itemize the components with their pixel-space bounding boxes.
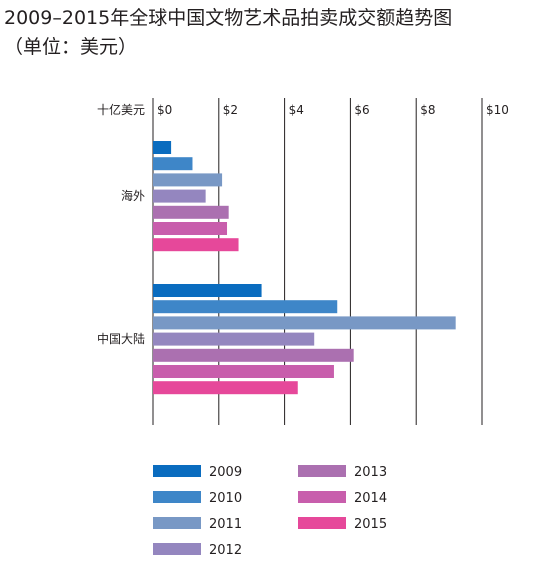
- x-tick-label: $0: [157, 103, 172, 117]
- bar-海外-2012: [153, 189, 206, 203]
- bar-海外-2011: [153, 173, 223, 187]
- bar-中国大陆-2011: [153, 316, 456, 330]
- chart-title-line-1: 2009–2015年全球中国文物艺术品拍卖成交额趋势图: [4, 7, 453, 29]
- bar-中国大陆-2013: [153, 348, 354, 362]
- x-tick-label: $2: [223, 103, 238, 117]
- category-label: 海外: [121, 188, 145, 203]
- bar-海外-2009: [153, 141, 172, 154]
- chart-title-line-2: （单位：美元）: [4, 36, 138, 58]
- legend-swatch-2009: [153, 465, 201, 477]
- bar-海外-2010: [153, 157, 193, 171]
- category-label: 中国大陆: [97, 331, 145, 346]
- legend-swatch-2014: [298, 491, 346, 503]
- legend-label: 2009: [209, 465, 242, 480]
- x-tick-label: $6: [354, 103, 369, 117]
- x-tick-label: $10: [486, 103, 509, 117]
- bar-海外-2014: [153, 222, 228, 235]
- x-tick-label: $8: [420, 103, 435, 117]
- legend-label: 2015: [354, 517, 387, 532]
- bar-中国大陆-2012: [153, 332, 315, 346]
- bar-中国大陆-2009: [153, 284, 262, 297]
- legend-label: 2014: [354, 491, 387, 506]
- legend-label: 2012: [209, 543, 242, 558]
- legend-swatch-2010: [153, 491, 201, 503]
- legend-label: 2011: [209, 517, 242, 532]
- bar-中国大陆-2015: [153, 381, 298, 395]
- legend-swatch-2012: [153, 543, 201, 555]
- legend-swatch-2015: [298, 517, 346, 529]
- bar-海外-2015: [153, 238, 239, 252]
- x-tick-label: $4: [289, 103, 304, 117]
- legend-swatch-2013: [298, 465, 346, 477]
- legend-label: 2013: [354, 465, 387, 480]
- bar-中国大陆-2010: [153, 300, 338, 314]
- legend-swatch-2011: [153, 517, 201, 529]
- bar-中国大陆-2014: [153, 365, 334, 378]
- legend-label: 2010: [209, 491, 242, 506]
- x-unit-label: 十亿美元: [97, 102, 145, 117]
- bar-海外-2013: [153, 205, 229, 219]
